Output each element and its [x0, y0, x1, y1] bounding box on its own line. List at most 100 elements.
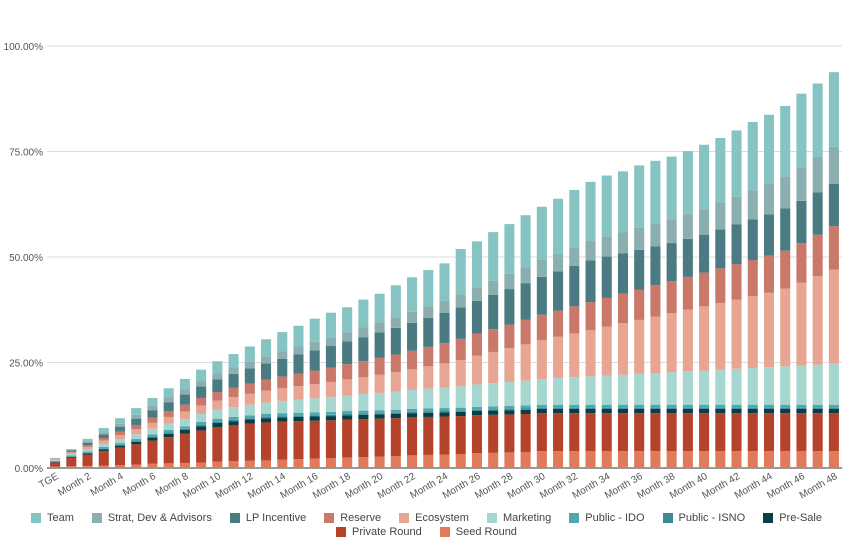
bar-segment [682, 371, 693, 405]
bar-segment [812, 83, 823, 157]
bar-segment [309, 341, 320, 351]
bar-segment [731, 408, 742, 414]
bar-segment [114, 445, 126, 448]
bar-segment [666, 313, 677, 373]
bar-segment [715, 302, 726, 370]
legend-swatch [486, 513, 497, 523]
bar-segment [488, 414, 499, 453]
bar-segment [682, 276, 693, 310]
bar-segment [374, 374, 385, 393]
bar-segment [780, 451, 791, 468]
bar-segment [309, 420, 320, 459]
bar-segment [423, 366, 434, 389]
bar-segment [98, 438, 109, 441]
bar-segment [98, 451, 109, 466]
bar-segment [277, 351, 288, 359]
bar-segment [277, 421, 288, 460]
bar-segment [617, 293, 628, 324]
bar-segment [553, 404, 564, 408]
legend-swatch [763, 513, 774, 523]
bar-segment [553, 451, 564, 468]
bar-segment [666, 413, 677, 452]
bar-segment [325, 458, 336, 468]
bar-segment [342, 395, 353, 412]
bar-segment [407, 369, 418, 390]
bar-segment [504, 408, 515, 411]
bar-segment [163, 433, 174, 438]
bar-segment [796, 413, 807, 452]
bar-segment [780, 176, 791, 209]
legend-swatch [31, 513, 41, 523]
bar-segment [358, 361, 369, 378]
bar-segment [374, 413, 385, 415]
bar-segment [423, 270, 434, 307]
bar-segment [212, 409, 223, 419]
bar-segment [634, 404, 645, 408]
bar-segment [423, 317, 434, 347]
bar-segment [699, 209, 710, 235]
bar-segment [277, 332, 288, 352]
bar-segment [309, 412, 320, 416]
bar-segment [293, 415, 304, 417]
bar-segment [520, 267, 531, 284]
bar-segment [407, 389, 418, 409]
bar-segment [569, 407, 580, 409]
bar-segment [504, 289, 515, 325]
bar-segment [196, 386, 207, 398]
bar-segment [634, 319, 645, 374]
bar-segment [261, 422, 272, 461]
bar-segment [131, 441, 142, 445]
bar-segment [66, 455, 77, 457]
legend-swatch [399, 513, 410, 523]
bar-segment [82, 465, 93, 468]
bar-segment [261, 413, 272, 417]
bar-segment [828, 413, 839, 452]
bar-segment [374, 332, 385, 358]
bar-segment [196, 405, 207, 414]
bar-segment [455, 338, 466, 360]
bar-segment [536, 413, 547, 452]
bar-segment [439, 416, 450, 455]
legend-label: Ecosystem [415, 512, 469, 524]
bar-segment [98, 443, 109, 447]
bar-segment [699, 370, 710, 405]
bar-segment [812, 407, 823, 409]
bar-segment [342, 332, 353, 342]
bar-segment [342, 415, 353, 420]
bar-segment [455, 407, 466, 411]
bar-segment [293, 386, 304, 400]
bar-segment [114, 423, 126, 427]
bar-segment [293, 416, 304, 422]
bar-segment [277, 400, 288, 414]
bar-segment [98, 432, 109, 435]
legend-item: Seed Round [439, 526, 517, 538]
bar-segment [244, 415, 255, 419]
bar-segment [423, 408, 434, 412]
bar-segment [699, 144, 710, 210]
bar-segment [520, 319, 531, 345]
bar-segment [699, 408, 710, 414]
bar-segment [212, 427, 223, 462]
bar-segment [423, 411, 434, 413]
bar-segment [585, 376, 596, 405]
bar-segment [147, 405, 158, 411]
bar-segment [617, 451, 628, 468]
bar-segment [520, 413, 531, 452]
bar-segment [747, 259, 758, 297]
bar-segment [390, 317, 401, 328]
bar-segment [585, 451, 596, 468]
bar-segment [828, 451, 839, 468]
bar-segment [407, 411, 418, 414]
bar-segment [147, 428, 158, 435]
bars [50, 72, 839, 468]
bar-segment [650, 404, 661, 408]
bar-segment [569, 333, 580, 378]
bar-segment [796, 167, 807, 201]
bar-segment [569, 265, 580, 307]
bar-segment [747, 190, 758, 220]
bar-segment [796, 93, 807, 168]
bar-segment [309, 416, 320, 421]
bar-segment [666, 408, 677, 414]
bar-segment [147, 410, 158, 418]
bar-segment [763, 404, 775, 408]
